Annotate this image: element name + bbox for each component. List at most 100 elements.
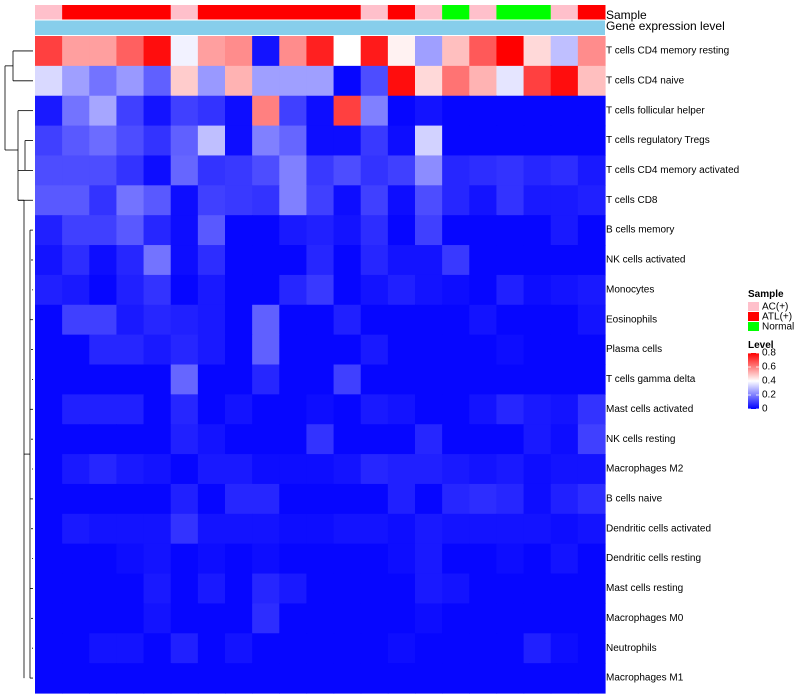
heatmap-cell [496, 633, 525, 664]
heatmap-cell [523, 334, 552, 366]
heatmap-cell [469, 125, 498, 157]
heatmap-cell [333, 36, 362, 67]
heatmap-cell [89, 454, 118, 485]
heatmap-cell [415, 185, 443, 216]
heatmap-cell [306, 633, 335, 664]
heatmap-cell [143, 36, 172, 67]
heatmap-cell [387, 364, 416, 395]
heatmap-cell [496, 334, 525, 366]
heatmap-cell [35, 513, 63, 545]
row-label: B cells naive [606, 494, 663, 505]
heatmap-cell [469, 424, 498, 455]
heatmap-cell [387, 483, 416, 515]
heatmap-cell [496, 364, 525, 395]
heatmap-cell [170, 364, 199, 395]
sample-annotation-cell [197, 5, 226, 20]
heatmap-cell [387, 304, 416, 336]
heatmap-cell [360, 125, 389, 157]
heatmap-cell [387, 155, 416, 186]
heatmap-cell [306, 364, 335, 395]
heatmap-cell [577, 633, 606, 664]
heatmap-cell [306, 36, 335, 67]
heatmap-cell [252, 603, 280, 634]
heatmap-cell [35, 394, 63, 425]
heatmap-cell [35, 215, 63, 246]
heatmap-cell [225, 663, 253, 694]
row-label: Mast cells resting [606, 583, 683, 594]
heatmap-cell [116, 245, 145, 276]
heatmap-cell [89, 394, 118, 425]
heatmap-cell [116, 36, 145, 67]
heatmap-cell [143, 364, 172, 395]
heatmap-cell [387, 424, 416, 455]
sample-annotation-cell [116, 5, 145, 20]
sample-annotation-cell [252, 5, 280, 20]
heatmap-cell [170, 663, 199, 694]
heatmap-cell [496, 513, 525, 545]
heatmap-cell [415, 36, 443, 67]
heatmap-cell [333, 65, 362, 97]
heatmap-cell [143, 483, 172, 515]
heatmap-cell [35, 125, 63, 157]
heatmap-cell [35, 95, 63, 127]
heatmap-cell [333, 334, 362, 366]
heatmap-cell [360, 274, 389, 306]
heatmap-cell [469, 663, 498, 694]
heatmap-cell [252, 185, 280, 216]
heatmap-cell [62, 573, 90, 605]
heatmap-cell [170, 36, 199, 67]
heatmap-cell [415, 125, 443, 157]
heatmap-cell [62, 125, 90, 157]
heatmap-cell [170, 155, 199, 186]
heatmap-cell [279, 364, 308, 395]
heatmap-cell [550, 543, 579, 575]
heatmap-cell [225, 95, 253, 127]
heatmap-cell [442, 36, 470, 67]
heatmap-cell [62, 394, 90, 425]
heatmap-cell [442, 394, 470, 425]
heatmap-cell [252, 364, 280, 395]
heatmap-cell [415, 334, 443, 366]
heatmap-cell [496, 543, 525, 575]
heatmap-cell [550, 36, 579, 67]
heatmap-cell [35, 245, 63, 276]
heatmap-cell [523, 155, 552, 186]
heatmap-cell [225, 155, 253, 186]
heatmap-cell [523, 215, 552, 246]
heatmap-cell [469, 155, 498, 186]
heatmap-cell [116, 573, 145, 605]
heatmap-cell [252, 334, 280, 366]
heatmap-cell [306, 513, 335, 545]
legend: Sample AC(+)ATL(+)Normal Level 0.8 0.6 0.4… [748, 289, 794, 415]
heatmap-cell [62, 65, 90, 97]
heatmap-cell [360, 185, 389, 216]
heatmap-cell [279, 215, 308, 246]
heatmap-cell [35, 483, 63, 515]
heatmap-cell [197, 36, 226, 67]
heatmap-cell [469, 483, 498, 515]
heatmap-cell [252, 36, 280, 67]
heatmap-cell [415, 483, 443, 515]
row-label: T cells CD4 naive [606, 75, 685, 86]
heatmap-cell [496, 36, 525, 67]
heatmap-cell [35, 155, 63, 186]
heatmap-cell [252, 304, 280, 336]
heatmap-cell [35, 633, 63, 664]
heatmap-cell [523, 304, 552, 336]
heatmap-cell [252, 245, 280, 276]
heatmap-cell [387, 394, 416, 425]
heatmap-cell [252, 394, 280, 425]
heatmap-cell [333, 424, 362, 455]
heatmap-cell [496, 65, 525, 97]
row-label: T cells regulatory Tregs [606, 135, 710, 146]
heatmap-cell [333, 394, 362, 425]
sample-annotation-cell [360, 5, 389, 20]
heatmap-cell [333, 364, 362, 395]
heatmap-cell [415, 155, 443, 186]
heatmap-cell [442, 543, 470, 575]
row-label: Dendritic cells resting [606, 553, 701, 564]
heatmap-cell [35, 663, 63, 694]
heatmap-cell [523, 185, 552, 216]
heatmap-cell [333, 304, 362, 336]
heatmap-cell [523, 95, 552, 127]
